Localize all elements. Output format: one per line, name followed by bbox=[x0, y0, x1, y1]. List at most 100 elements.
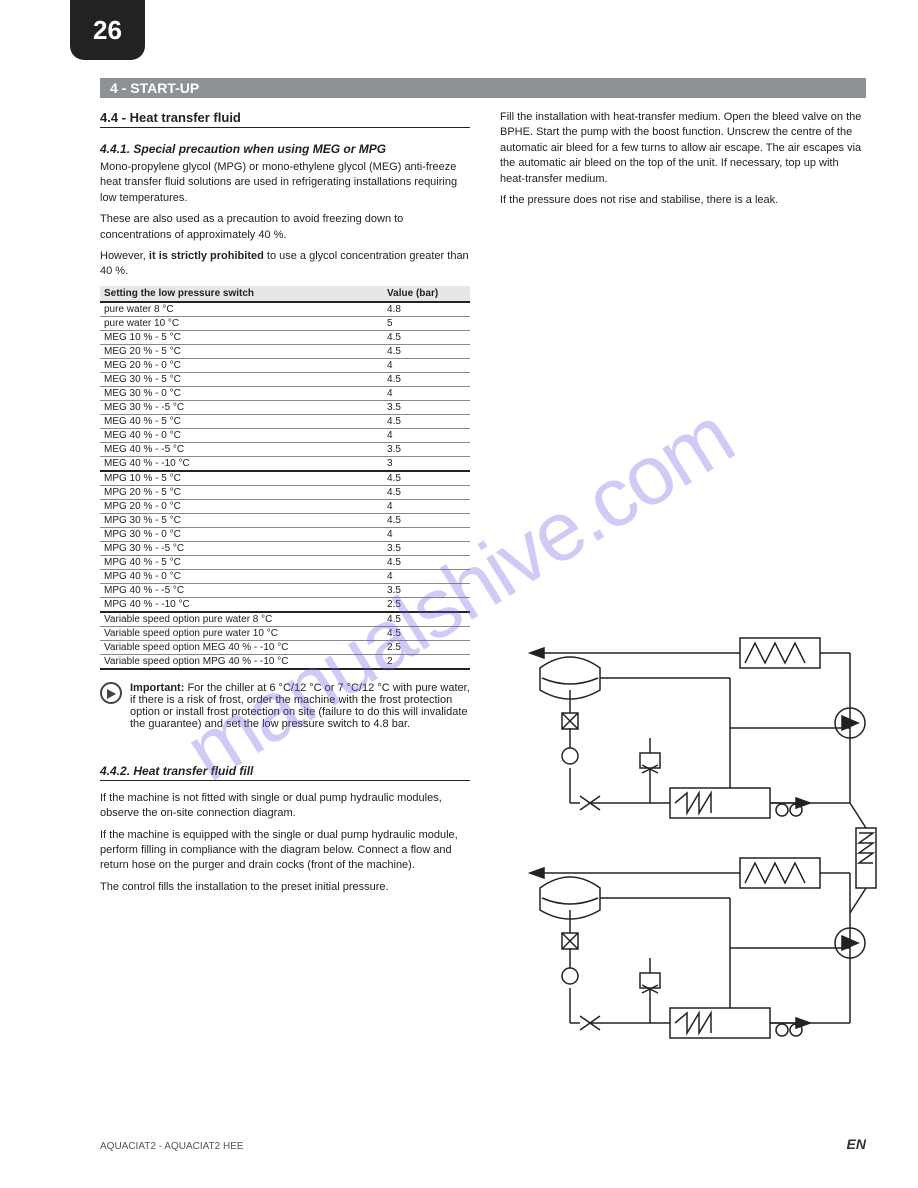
table-cell: 3.5 bbox=[383, 583, 470, 597]
note-bold: Important: bbox=[130, 682, 187, 694]
table-row: MPG 10 % - 5 °C4.5 bbox=[100, 471, 470, 486]
table-cell: MPG 30 % - 0 °C bbox=[100, 527, 383, 541]
para: The control fills the installation to th… bbox=[100, 880, 470, 895]
table-row: Variable speed option MPG 40 % - -10 °C2 bbox=[100, 654, 470, 669]
table-cell: 4.5 bbox=[383, 485, 470, 499]
table-cell: MEG 20 % - 5 °C bbox=[100, 344, 383, 358]
table-row: MEG 40 % - -10 °C3 bbox=[100, 456, 470, 471]
table-cell: MPG 40 % - -10 °C bbox=[100, 597, 383, 612]
para: If the machine is equipped with the sing… bbox=[100, 828, 470, 874]
table-cell: Variable speed option pure water 10 °C bbox=[100, 626, 383, 640]
table-cell: 4 bbox=[383, 428, 470, 442]
table-cell: 2.5 bbox=[383, 640, 470, 654]
section-title-4-4: 4.4 - Heat transfer fluid bbox=[100, 110, 470, 128]
table-cell: 4.5 bbox=[383, 330, 470, 344]
table-cell: MEG 40 % - 0 °C bbox=[100, 428, 383, 442]
table-cell: MEG 10 % - 5 °C bbox=[100, 330, 383, 344]
para: Mono-propylene glycol (MPG) or mono-ethy… bbox=[100, 160, 470, 206]
table-cell: MEG 40 % - -5 °C bbox=[100, 442, 383, 456]
table-cell: MPG 30 % - -5 °C bbox=[100, 541, 383, 555]
table-row: MPG 40 % - 5 °C4.5 bbox=[100, 555, 470, 569]
right-column: Fill the installation with heat-transfer… bbox=[500, 110, 865, 214]
table-row: MPG 30 % - 0 °C4 bbox=[100, 527, 470, 541]
table-row: Variable speed option MEG 40 % - -10 °C2… bbox=[100, 640, 470, 654]
table-cell: 4.5 bbox=[383, 471, 470, 486]
table-row: MPG 40 % - 0 °C4 bbox=[100, 569, 470, 583]
table-cell: 3.5 bbox=[383, 400, 470, 414]
table-cell: 3.5 bbox=[383, 541, 470, 555]
table-row: MEG 20 % - 0 °C4 bbox=[100, 358, 470, 372]
table-header: Value (bar) bbox=[383, 286, 470, 302]
subsection-title-4-4-1: 4.4.1. Special precaution when using MEG… bbox=[100, 142, 470, 156]
table-cell: 4.8 bbox=[383, 302, 470, 317]
table-row: MPG 40 % - -10 °C2.5 bbox=[100, 597, 470, 612]
table-row: MEG 30 % - 0 °C4 bbox=[100, 386, 470, 400]
table-cell: MEG 40 % - -10 °C bbox=[100, 456, 383, 471]
table-cell: pure water 10 °C bbox=[100, 316, 383, 330]
table-cell: MEG 20 % - 0 °C bbox=[100, 358, 383, 372]
important-note: Important: For the chiller at 6 °C/12 °C… bbox=[100, 682, 470, 730]
table-cell: 2.5 bbox=[383, 597, 470, 612]
table-cell: 4 bbox=[383, 499, 470, 513]
table-row: MPG 40 % - -5 °C3.5 bbox=[100, 583, 470, 597]
table-cell: 2 bbox=[383, 654, 470, 669]
footer-lang: EN bbox=[847, 1136, 866, 1152]
table-cell: 4.5 bbox=[383, 612, 470, 627]
table-row: MEG 40 % - 5 °C4.5 bbox=[100, 414, 470, 428]
table-cell: 4.5 bbox=[383, 372, 470, 386]
left-column: 4.4 - Heat transfer fluid 4.4.1. Special… bbox=[100, 110, 470, 901]
table-row: MEG 20 % - 5 °C4.5 bbox=[100, 344, 470, 358]
subsection-title-4-4-2-wrap: 4.4.2. Heat transfer fluid fill bbox=[100, 764, 470, 783]
arrow-circle-icon bbox=[100, 682, 122, 704]
table-cell: MEG 30 % - 0 °C bbox=[100, 386, 383, 400]
table-header: Setting the low pressure switch bbox=[100, 286, 383, 302]
table-cell: pure water 8 °C bbox=[100, 302, 383, 317]
table-row: MEG 10 % - 5 °C4.5 bbox=[100, 330, 470, 344]
table-cell: 4.5 bbox=[383, 555, 470, 569]
table-cell: MEG 40 % - 5 °C bbox=[100, 414, 383, 428]
section-header-bar: 4 - START-UP bbox=[100, 78, 866, 98]
table-row: MEG 30 % - -5 °C3.5 bbox=[100, 400, 470, 414]
table-cell: 4.5 bbox=[383, 513, 470, 527]
table-cell: MPG 30 % - 5 °C bbox=[100, 513, 383, 527]
table-row: MEG 30 % - 5 °C4.5 bbox=[100, 372, 470, 386]
page-number-badge: 26 bbox=[70, 0, 145, 60]
table-cell: Variable speed option pure water 8 °C bbox=[100, 612, 383, 627]
table-row: MEG 40 % - 0 °C4 bbox=[100, 428, 470, 442]
note-text: Important: For the chiller at 6 °C/12 °C… bbox=[130, 682, 470, 730]
table-cell: MEG 30 % - -5 °C bbox=[100, 400, 383, 414]
table-cell: 4.5 bbox=[383, 626, 470, 640]
para: If the machine is not fitted with single… bbox=[100, 791, 470, 822]
table-cell: MEG 30 % - 5 °C bbox=[100, 372, 383, 386]
table-cell: 3 bbox=[383, 456, 470, 471]
table-cell: 4 bbox=[383, 527, 470, 541]
para: If the pressure does not rise and stabil… bbox=[500, 193, 865, 208]
table-row: MEG 40 % - -5 °C3.5 bbox=[100, 442, 470, 456]
table-cell: 4.5 bbox=[383, 344, 470, 358]
table-row: pure water 8 °C4.8 bbox=[100, 302, 470, 317]
table-cell: 4 bbox=[383, 358, 470, 372]
table-cell: Variable speed option MPG 40 % - -10 °C bbox=[100, 654, 383, 669]
table-cell: 4.5 bbox=[383, 414, 470, 428]
table-cell: 5 bbox=[383, 316, 470, 330]
hydraulic-diagram bbox=[470, 628, 880, 1083]
text: However, bbox=[100, 250, 149, 262]
subsection-title-4-4-2: 4.4.2. Heat transfer fluid fill bbox=[100, 764, 470, 781]
table-cell: 4 bbox=[383, 386, 470, 400]
table-cell: MPG 40 % - 0 °C bbox=[100, 569, 383, 583]
para: Fill the installation with heat-transfer… bbox=[500, 110, 865, 187]
table-row: Variable speed option pure water 8 °C4.5 bbox=[100, 612, 470, 627]
table-cell: 3.5 bbox=[383, 442, 470, 456]
table-row: MPG 30 % - -5 °C3.5 bbox=[100, 541, 470, 555]
table-cell: MPG 20 % - 0 °C bbox=[100, 499, 383, 513]
table-row: MPG 20 % - 5 °C4.5 bbox=[100, 485, 470, 499]
glycol-table: Setting the low pressure switch Value (b… bbox=[100, 286, 470, 670]
footer-model: AQUACIAT2 - AQUACIAT2 HEE bbox=[100, 1141, 244, 1152]
table-cell: MPG 40 % - 5 °C bbox=[100, 555, 383, 569]
table-cell: MPG 40 % - -5 °C bbox=[100, 583, 383, 597]
para: However, it is strictly prohibited to us… bbox=[100, 249, 470, 280]
table-cell: Variable speed option MEG 40 % - -10 °C bbox=[100, 640, 383, 654]
table-row: Variable speed option pure water 10 °C4.… bbox=[100, 626, 470, 640]
table-cell: MPG 10 % - 5 °C bbox=[100, 471, 383, 486]
para: These are also used as a precaution to a… bbox=[100, 212, 470, 243]
